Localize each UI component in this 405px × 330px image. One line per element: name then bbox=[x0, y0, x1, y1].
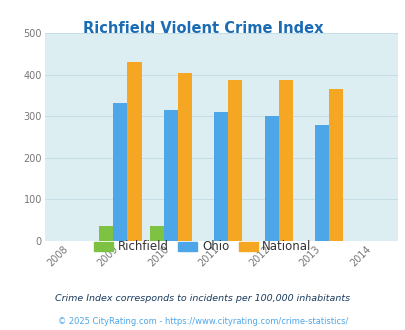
Text: Richfield Violent Crime Index: Richfield Violent Crime Index bbox=[83, 21, 322, 36]
Bar bbox=[99, 226, 113, 241]
Legend: Richfield, Ohio, National: Richfield, Ohio, National bbox=[90, 236, 315, 258]
Bar bbox=[149, 225, 163, 241]
Bar bbox=[177, 73, 192, 241]
Bar bbox=[228, 81, 242, 241]
Bar bbox=[328, 89, 343, 241]
Bar bbox=[113, 103, 127, 241]
Bar bbox=[264, 116, 278, 241]
Bar bbox=[278, 81, 292, 241]
Text: Crime Index corresponds to incidents per 100,000 inhabitants: Crime Index corresponds to incidents per… bbox=[55, 294, 350, 303]
Bar bbox=[127, 62, 141, 241]
Bar bbox=[163, 110, 177, 241]
Bar bbox=[314, 125, 328, 241]
Text: © 2025 CityRating.com - https://www.cityrating.com/crime-statistics/: © 2025 CityRating.com - https://www.city… bbox=[58, 317, 347, 326]
Bar bbox=[214, 112, 228, 241]
